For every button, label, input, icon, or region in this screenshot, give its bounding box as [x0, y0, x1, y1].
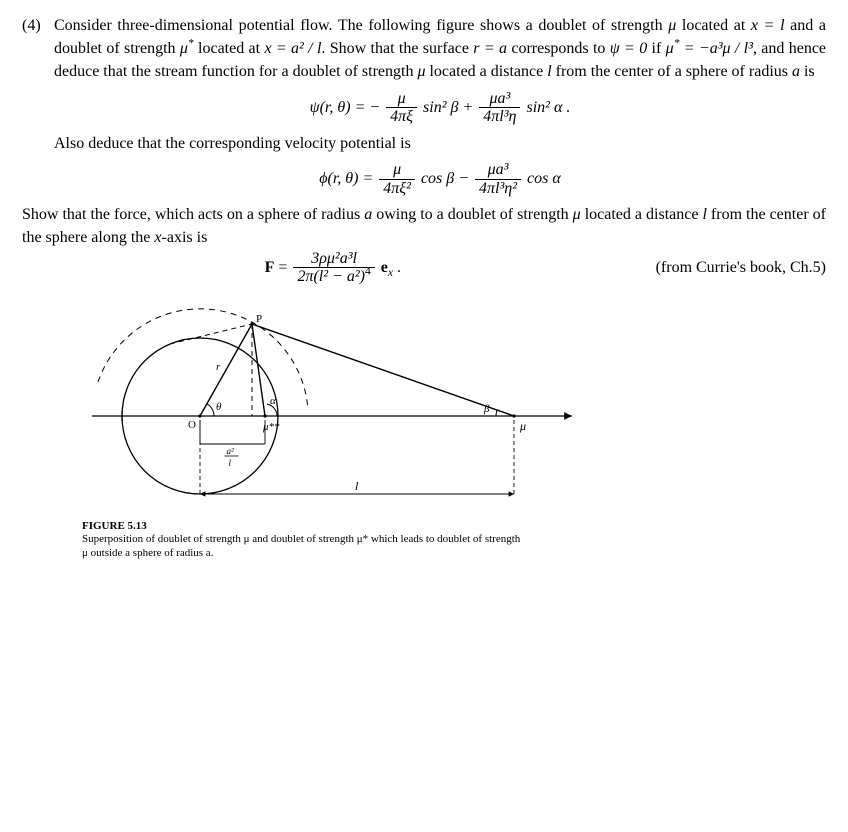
text: 4	[365, 266, 371, 278]
fraction: μ4πξ	[386, 90, 417, 126]
symbol-a: a	[364, 206, 372, 223]
text: Show that the force, which acts on a sph…	[22, 206, 364, 223]
text: =	[274, 258, 291, 275]
text: μ	[180, 40, 188, 57]
text: is	[800, 63, 815, 80]
text: -axis is	[162, 229, 208, 246]
denominator: 4πl³η²	[475, 180, 521, 198]
symbol-mu-star: μ*	[180, 40, 194, 57]
symbol-a: a	[792, 63, 800, 80]
inline-eq: μ* = −a³μ / l³	[666, 40, 753, 57]
para: Also deduce that the corresponding veloc…	[54, 132, 826, 155]
problem-block: (4) Consider three-dimensional potential…	[22, 14, 826, 203]
problem-number: (4)	[22, 14, 54, 203]
figure-caption-text: Superposition of doublet of strength μ a…	[82, 533, 520, 559]
svg-text:μ: μ	[519, 419, 526, 433]
text: μ / l	[723, 40, 749, 57]
svg-text:μ**: μ**	[262, 421, 280, 433]
numerator: μ	[386, 90, 417, 109]
svg-text:l: l	[229, 458, 232, 468]
text: Consider three-dimensional potential flo…	[54, 17, 668, 34]
fraction: μa³4πl³η²	[475, 161, 521, 197]
eq-mid: cos β −	[421, 170, 469, 187]
text: / l	[304, 40, 322, 57]
inline-eq: r = a	[473, 40, 507, 57]
eq-mid: sin² β +	[423, 98, 473, 115]
denominator: 4πξ²	[379, 180, 415, 198]
vector-F: F	[265, 258, 275, 275]
symbol-mu: μ	[573, 206, 581, 223]
problem-body: Consider three-dimensional potential flo…	[54, 14, 826, 203]
fraction: μ4πξ²	[379, 161, 415, 197]
text: .	[321, 40, 329, 57]
eq-tail: sin² α .	[526, 98, 570, 115]
text: located at	[676, 17, 751, 34]
text: owing to a doublet of strength	[372, 206, 572, 223]
svg-text:r: r	[216, 361, 221, 373]
denominator: 4πξ	[386, 108, 417, 126]
text: if	[647, 40, 665, 57]
figure-caption: FIGURE 5.13 Superposition of doublet of …	[82, 520, 522, 561]
denominator: 2π(l² − a²)4	[293, 268, 374, 286]
svg-text:β: β	[483, 403, 490, 415]
eq-lhs: ψ(r, θ) = −	[310, 98, 381, 115]
text: from the center of a sphere of radius	[552, 63, 792, 80]
svg-text:P: P	[256, 313, 262, 325]
symbol-x: x	[154, 229, 161, 246]
text: = −a	[679, 40, 717, 57]
svg-text:α: α	[270, 395, 276, 407]
equation-source: (from Currie's book, Ch.5)	[644, 256, 826, 279]
equation-force-row: F = 3ρμ²a³l 2π(l² − a²)4 ex . (from Curr…	[22, 250, 826, 286]
equation-phi: ϕ(r, θ) = μ4πξ² cos β − μa³4πl³η² cos α	[54, 161, 826, 197]
fraction: 3ρμ²a³l 2π(l² − a²)4	[293, 250, 374, 286]
text: Show that the surface	[330, 40, 474, 57]
svg-text:a²: a²	[227, 446, 235, 456]
svg-text:l: l	[355, 479, 359, 493]
figure-block: P Oμ μ** θ α β r a² l l FIGURE 5.13 Superposition…	[82, 306, 826, 561]
denominator: 4πl³η	[479, 108, 520, 126]
figure-caption-title: FIGURE 5.13	[82, 520, 147, 532]
svg-text:θ: θ	[216, 401, 222, 413]
inline-eq: ψ = 0	[610, 40, 647, 57]
para: Show that the force, which acts on a sph…	[22, 203, 826, 249]
text: located a distance	[581, 206, 703, 223]
text: .	[393, 258, 401, 275]
numerator: μa³	[475, 161, 521, 180]
text: located at	[194, 40, 265, 57]
text: corresponds to	[507, 40, 610, 57]
eq-tail: cos α	[527, 170, 561, 187]
text: x = a	[264, 40, 299, 57]
text: located a distance	[425, 63, 547, 80]
numerator: 3ρμ²a³l	[293, 250, 374, 269]
numerator: μa³	[479, 90, 520, 109]
numerator: μ	[379, 161, 415, 180]
equation-psi: ψ(r, θ) = − μ4πξ sin² β + μa³4πl³η sin² …	[54, 90, 826, 126]
text: μ	[666, 40, 674, 57]
svg-text:O: O	[188, 419, 196, 431]
inline-eq: x = l	[751, 17, 785, 34]
eq-lhs: ϕ(r, θ) =	[319, 170, 377, 187]
text: 2π(l² − a²)	[297, 268, 365, 285]
unit-vector: e	[381, 258, 388, 275]
inline-eq: x = a² / l	[264, 40, 321, 57]
fraction: μa³4πl³η	[479, 90, 520, 126]
equation-force: F = 3ρμ²a³l 2π(l² − a²)4 ex .	[22, 250, 644, 286]
figure-svg: P Oμ μ** θ α β r a² l l	[82, 306, 582, 516]
